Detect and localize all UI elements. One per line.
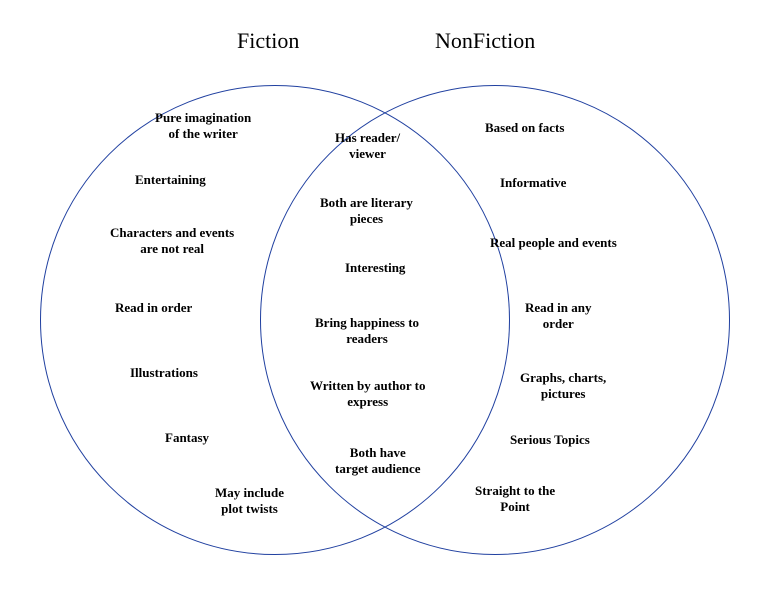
venn-right-item: Straight to the Point	[475, 483, 555, 516]
venn-left-item: Characters and events are not real	[110, 225, 234, 258]
venn-right-item: Real people and events	[490, 235, 617, 251]
venn-center-item: Has reader/ viewer	[335, 130, 400, 163]
venn-left-item: Entertaining	[135, 172, 206, 188]
venn-title-right: NonFiction	[435, 28, 535, 54]
venn-left-item: Read in order	[115, 300, 192, 316]
venn-center-item: Both are literary pieces	[320, 195, 413, 228]
venn-left-item: May include plot twists	[215, 485, 284, 518]
venn-right-item: Graphs, charts, pictures	[520, 370, 606, 403]
venn-right-item: Serious Topics	[510, 432, 590, 448]
venn-right-item: Informative	[500, 175, 566, 191]
venn-left-item: Illustrations	[130, 365, 198, 381]
venn-left-item: Fantasy	[165, 430, 209, 446]
venn-left-item: Pure imagination of the writer	[155, 110, 251, 143]
venn-right-item: Read in any order	[525, 300, 591, 333]
venn-center-item: Both have target audience	[335, 445, 421, 478]
venn-title-left: Fiction	[237, 28, 299, 54]
venn-center-item: Interesting	[345, 260, 405, 276]
venn-right-item: Based on facts	[485, 120, 564, 136]
venn-center-item: Bring happiness to readers	[315, 315, 419, 348]
venn-center-item: Written by author to express	[310, 378, 425, 411]
